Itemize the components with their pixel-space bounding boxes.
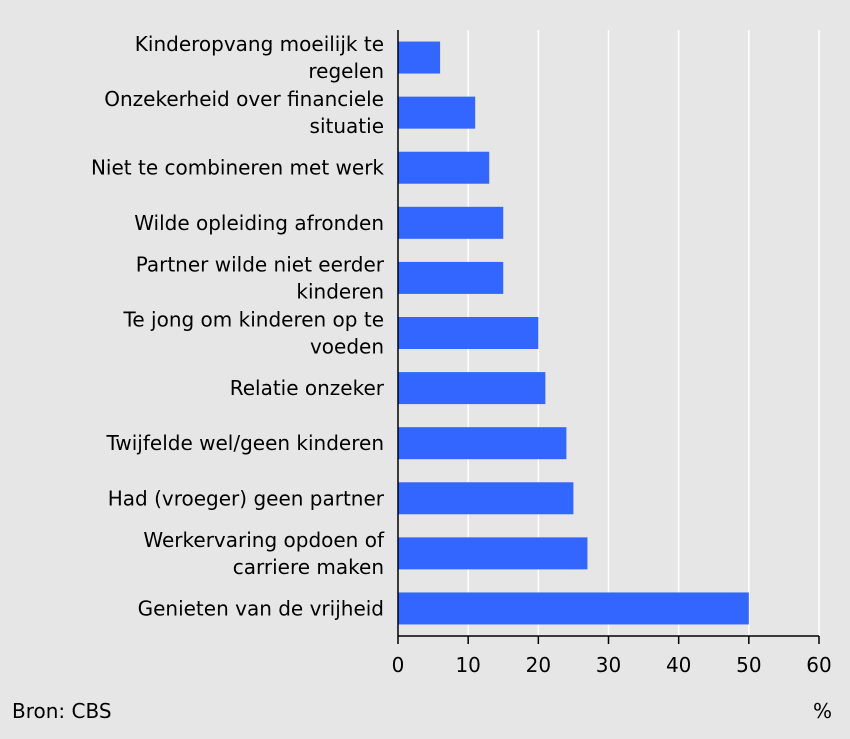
bar xyxy=(398,537,588,570)
x-tick-label: 30 xyxy=(596,653,621,677)
category-label: Partner wilde niet eerder xyxy=(136,252,385,276)
bar xyxy=(398,206,504,239)
bar xyxy=(398,41,441,74)
category-label: Niet te combineren met werk xyxy=(91,156,384,180)
x-tick-label: 0 xyxy=(392,653,405,677)
category-label: carriere maken xyxy=(233,555,384,579)
x-axis-unit: % xyxy=(813,699,832,723)
category-label: Wilde opleiding afronden xyxy=(134,211,384,235)
bars xyxy=(398,41,749,625)
x-tick-label: 50 xyxy=(736,653,761,677)
bar xyxy=(398,261,504,294)
source-note: Bron: CBS xyxy=(12,699,112,723)
x-axis: 0 10 20 30 40 50 60 xyxy=(392,30,832,677)
bar xyxy=(398,482,574,515)
category-label: Kinderopvang moeilijk te xyxy=(135,32,384,56)
category-label: Had (vroeger) geen partner xyxy=(108,486,385,510)
category-label: Twijfelde wel/geen kinderen xyxy=(105,431,384,455)
bar xyxy=(398,372,546,405)
category-label: Werkervaring opdoen of xyxy=(143,528,385,552)
bar xyxy=(398,96,476,129)
category-labels: Kinderopvang moeilijk te regelen Onzekerhe… xyxy=(91,32,385,620)
x-tick-label: 10 xyxy=(455,653,480,677)
category-label: regelen xyxy=(308,59,384,83)
x-tick-label: 40 xyxy=(666,653,691,677)
bar xyxy=(398,592,749,625)
category-label: Onzekerheid over financiele xyxy=(104,87,384,111)
category-label: Te jong om kinderen op te xyxy=(123,308,384,332)
bar xyxy=(398,427,567,460)
bar xyxy=(398,317,539,349)
category-label: Genieten van de vrijheid xyxy=(138,596,384,620)
bar xyxy=(398,151,490,184)
category-label: Relatie onzeker xyxy=(230,376,385,400)
category-label: kinderen xyxy=(296,279,384,303)
x-tick-label: 20 xyxy=(526,653,551,677)
x-tick-label: 60 xyxy=(806,653,831,677)
category-label: situatie xyxy=(310,114,384,138)
category-label: voeden xyxy=(310,335,384,359)
